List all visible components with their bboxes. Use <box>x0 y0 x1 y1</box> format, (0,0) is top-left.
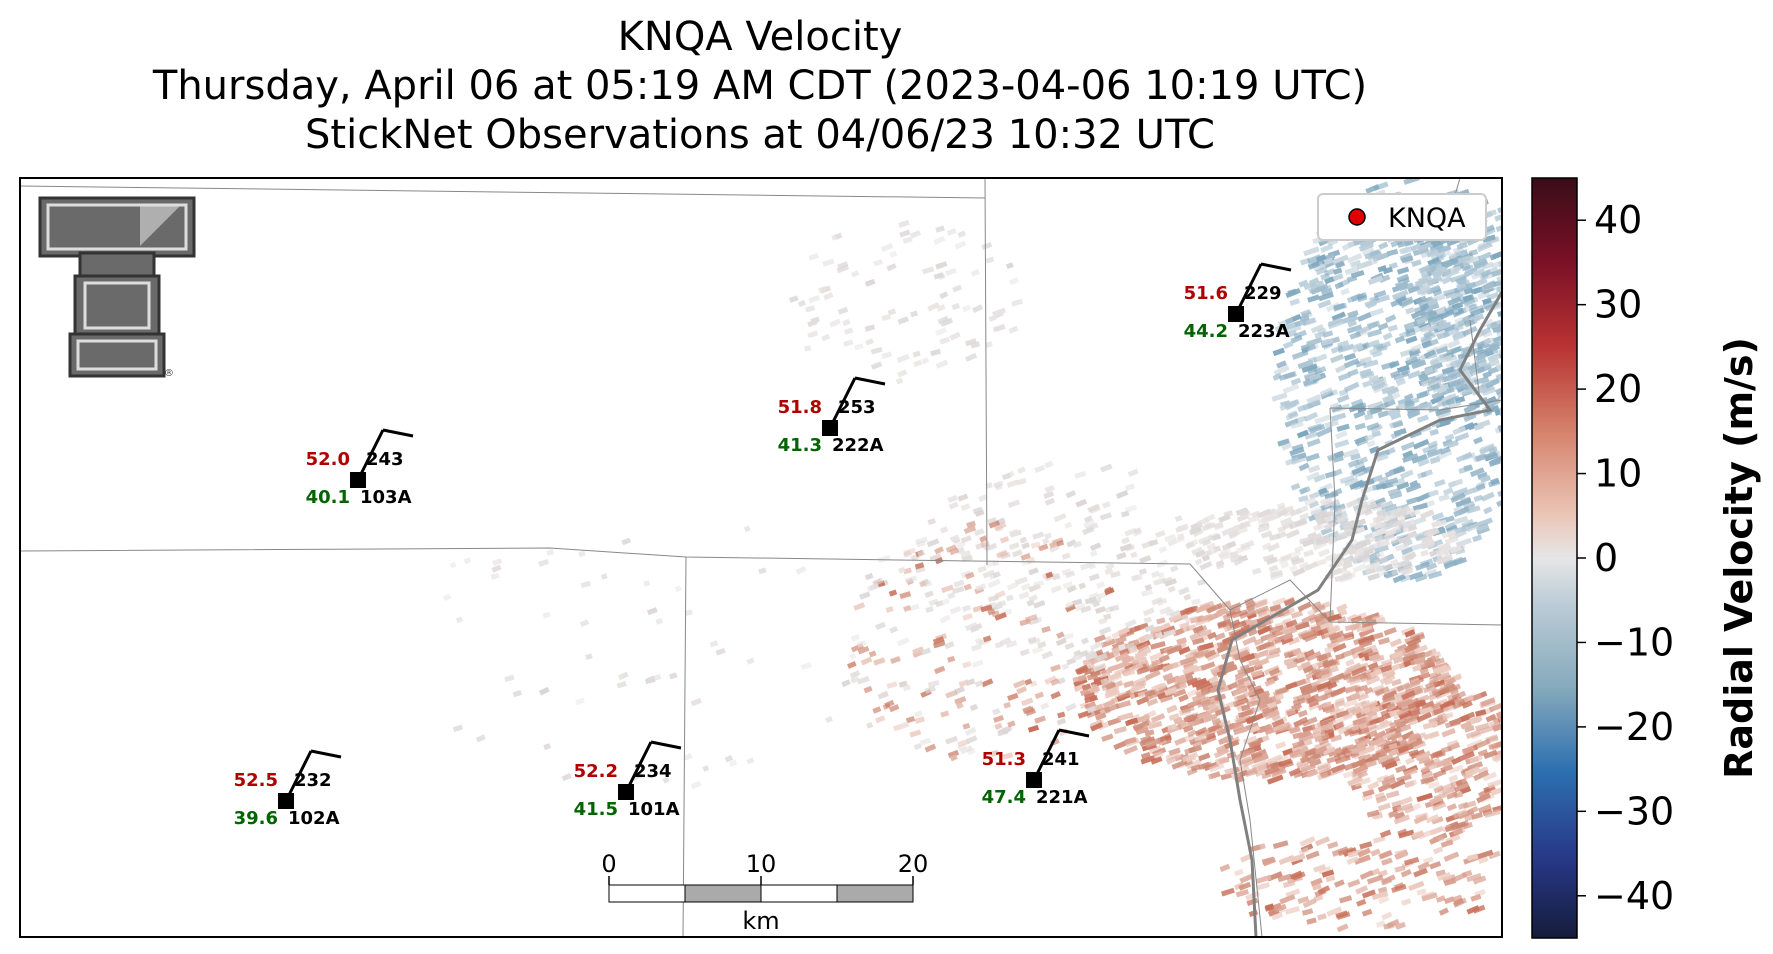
colorbar-label: Radial Velocity (m/s) <box>1717 337 1761 779</box>
wind-barb-icon <box>1234 263 1263 315</box>
station-dewpoint: 41.3 <box>778 435 822 456</box>
scale-tick-10: 10 <box>746 850 777 878</box>
title-line-3: StickNet Observations at 04/06/23 10:32 … <box>305 112 1215 158</box>
sticknet-stations: 52.0 243 40.1 103A 51.8 253 41.3 222A 51.6 229 44.… <box>234 262 1292 829</box>
colorbar-tick-label: 40 <box>1594 198 1642 242</box>
station-222A: 51.8 253 41.3 222A <box>778 376 886 456</box>
station-id: 102A <box>288 808 340 829</box>
scale-bar: 0 10 20 km <box>601 850 928 935</box>
scale-segment <box>760 884 838 903</box>
station-wind-dir: 253 <box>838 397 876 418</box>
station-wind-dir: 232 <box>294 770 332 791</box>
station-marker <box>1228 306 1244 322</box>
map-legend: KNQA <box>1317 193 1487 241</box>
station-dewpoint: 41.5 <box>574 799 618 820</box>
station-temp: 51.3 <box>982 749 1026 770</box>
station-dewpoint: 40.1 <box>306 487 350 508</box>
colorbar-gradient <box>1531 177 1578 939</box>
colorbar-tick-label: −40 <box>1594 874 1674 918</box>
colorbar-tick-label: 30 <box>1594 283 1642 327</box>
scale-segment <box>608 884 686 903</box>
station-102A: 52.5 232 39.6 102A <box>234 749 342 829</box>
wind-barb-icon <box>828 377 857 429</box>
station-marker <box>350 472 366 488</box>
colorbar-tick-label: 20 <box>1594 367 1642 411</box>
colorbar-tick-label: −20 <box>1594 705 1674 749</box>
scale-tick-20: 20 <box>898 850 929 878</box>
station-temp: 52.2 <box>574 761 618 782</box>
station-id: 223A <box>1238 321 1290 342</box>
station-id: 221A <box>1036 787 1088 808</box>
station-dewpoint: 44.2 <box>1184 321 1228 342</box>
wind-barb-icon <box>624 741 653 793</box>
legend-label: KNQA <box>1388 203 1466 234</box>
title-line-2: Thursday, April 06 at 05:19 AM CDT (2023… <box>152 63 1368 109</box>
station-id: 222A <box>832 435 884 456</box>
station-temp: 52.5 <box>234 770 278 791</box>
station-wind-dir: 241 <box>1042 749 1080 770</box>
colorbar-tick-label: 0 <box>1594 536 1618 580</box>
station-marker <box>278 793 294 809</box>
knqa-marker-icon <box>1348 208 1366 226</box>
station-marker <box>822 420 838 436</box>
station-marker <box>618 784 634 800</box>
station-id: 103A <box>360 487 412 508</box>
texas-tech-double-t-logo: ® <box>38 196 196 379</box>
station-101A: 52.2 234 41.5 101A <box>574 740 682 820</box>
map-frame <box>19 177 1503 938</box>
station-marker <box>1026 772 1042 788</box>
colorbar-ticks: 40 30 20 10 0 −10 −20 −30 −40 <box>1577 198 1674 918</box>
scale-segment <box>836 884 914 903</box>
station-wind-dir: 243 <box>366 449 404 470</box>
wind-barb-icon <box>356 429 385 481</box>
title-line-1: KNQA Velocity <box>617 14 903 60</box>
station-dewpoint: 47.4 <box>982 787 1026 808</box>
station-wind-dir: 229 <box>1244 283 1282 304</box>
station-id: 101A <box>628 799 680 820</box>
station-223A: 51.6 229 44.2 223A <box>1184 262 1292 342</box>
colorbar: 40 30 20 10 0 −10 −20 −30 −40 Radial Velocity (m… <box>1531 177 1761 939</box>
station-wind-dir: 234 <box>634 761 672 782</box>
scale-segment <box>684 884 762 903</box>
station-221A: 51.3 241 47.4 221A <box>982 728 1090 808</box>
scale-tick-0: 0 <box>601 850 616 878</box>
state-boundary <box>1216 291 1502 937</box>
station-temp: 51.6 <box>1184 283 1228 304</box>
colorbar-tick-label: −10 <box>1594 620 1674 664</box>
colorbar-tick-label: 10 <box>1594 452 1642 496</box>
wind-barb-icon <box>284 750 313 802</box>
station-dewpoint: 39.6 <box>234 808 278 829</box>
station-temp: 52.0 <box>306 449 350 470</box>
station-temp: 51.8 <box>778 397 822 418</box>
map-area <box>20 178 1502 937</box>
scale-unit: km <box>742 907 779 935</box>
station-103A: 52.0 243 40.1 103A <box>306 428 414 508</box>
colorbar-tick-label: −30 <box>1594 789 1674 833</box>
county-boundaries <box>20 178 1502 937</box>
wind-barb-icon <box>1032 729 1061 781</box>
registered-mark: ® <box>164 368 174 379</box>
